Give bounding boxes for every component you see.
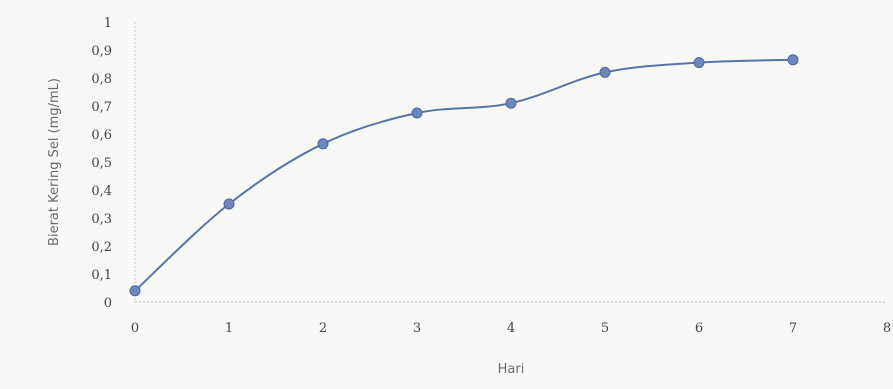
series-layer — [129, 54, 799, 297]
y-tick-label: 0,8 — [91, 72, 112, 87]
x-tick-label: 5 — [601, 321, 609, 336]
x-tick-label: 8 — [883, 321, 891, 336]
series-line — [134, 58, 794, 292]
x-tick-label: 6 — [695, 321, 703, 336]
x-axis: 0 1 2 3 4 5 6 7 8 — [131, 301, 891, 336]
x-axis-title: Hari — [498, 362, 525, 377]
data-point — [129, 285, 141, 297]
data-point — [505, 97, 517, 109]
data-point — [693, 57, 705, 69]
y-tick-label: 0,6 — [91, 128, 112, 143]
y-tick-label: 0,9 — [91, 44, 112, 59]
y-tick-label: 1 — [104, 16, 112, 31]
x-tick-label: 7 — [789, 321, 797, 336]
y-axis-title: Bierat Kering Sel (mg/mL) — [47, 78, 62, 246]
x-tick-label: 2 — [319, 321, 327, 336]
x-tick-label: 0 — [131, 321, 139, 336]
y-tick-label: 0,1 — [91, 268, 112, 283]
y-tick-label: 0,4 — [91, 184, 112, 199]
y-tick-label: 0,5 — [91, 156, 112, 171]
x-tick-label: 4 — [507, 321, 515, 336]
x-tick-label: 3 — [413, 321, 421, 336]
data-point — [223, 198, 235, 210]
data-point — [317, 138, 329, 150]
x-tick-label: 1 — [225, 321, 233, 336]
data-point — [787, 54, 799, 66]
data-point — [411, 107, 423, 119]
y-tick-label: 0 — [104, 296, 112, 311]
y-tick-label: 0,2 — [91, 240, 112, 255]
data-point — [599, 66, 611, 78]
y-axis: 0 0,1 0,2 0,3 0,4 0,5 0,6 0,7 0,8 0,9 1 — [91, 16, 136, 311]
y-tick-label: 0,7 — [91, 100, 112, 115]
y-tick-label: 0,3 — [91, 212, 112, 227]
